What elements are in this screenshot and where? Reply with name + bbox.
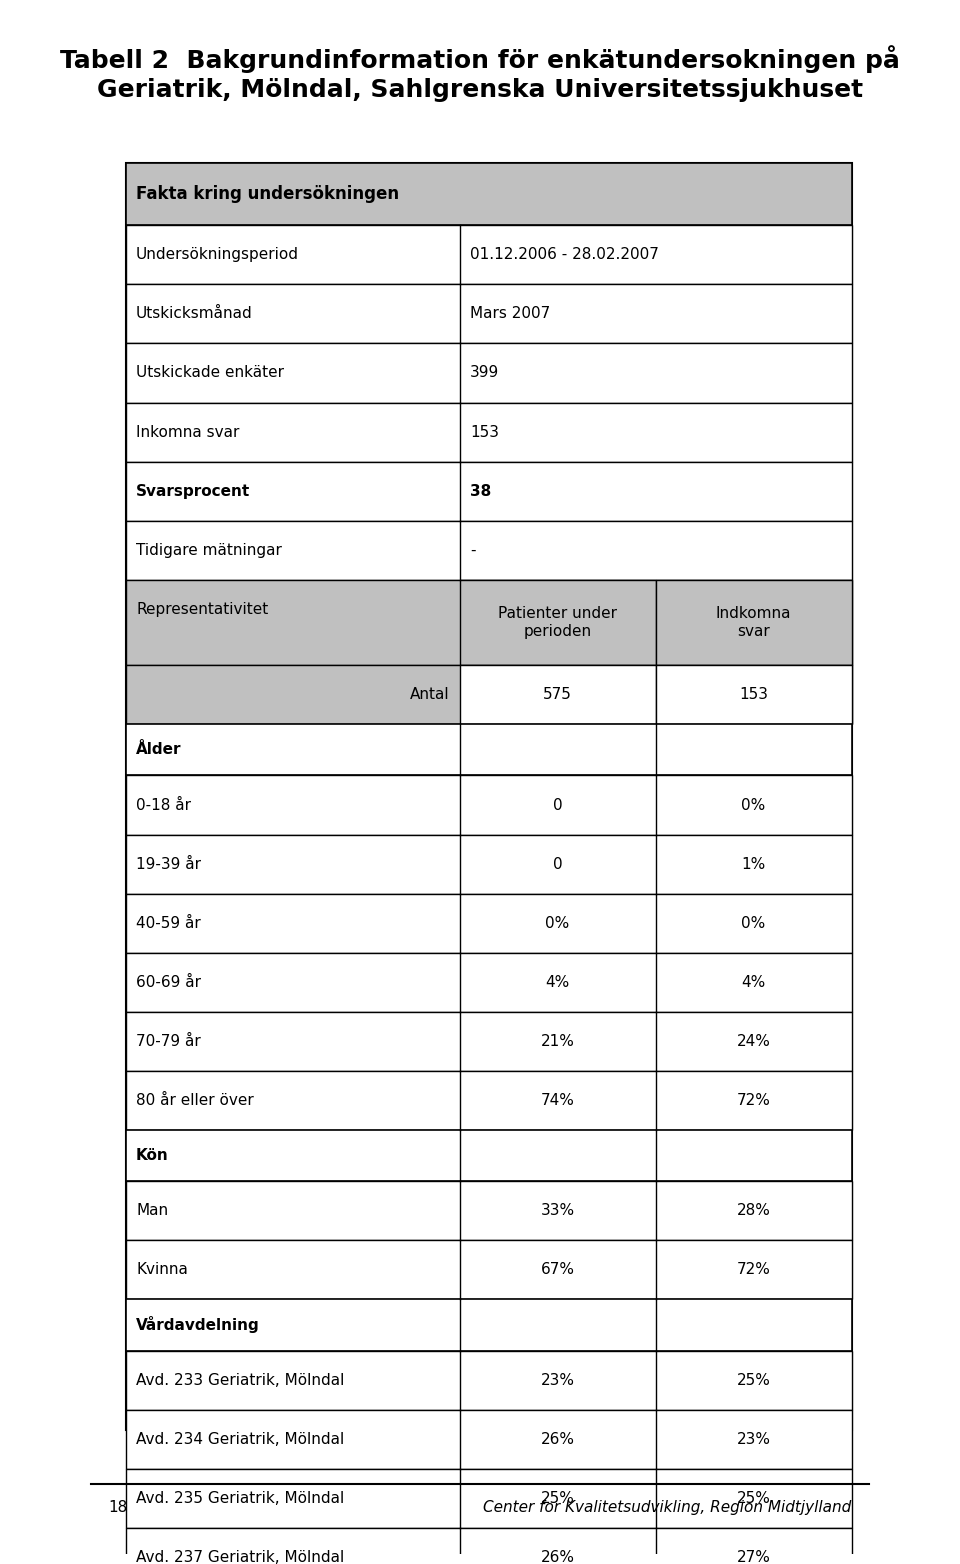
Text: Kvinna: Kvinna <box>136 1262 188 1278</box>
Bar <box>126 163 852 1429</box>
Text: Svarsprocent: Svarsprocent <box>136 483 251 499</box>
Text: Undersökningsperiod: Undersökningsperiod <box>136 247 300 263</box>
Text: Geriatrik, Mölndal, Sahlgrenska Universitetssjukhuset: Geriatrik, Mölndal, Sahlgrenska Universi… <box>97 78 863 102</box>
Bar <box>126 1129 852 1181</box>
Text: 23%: 23% <box>540 1373 575 1387</box>
Text: 21%: 21% <box>540 1034 574 1049</box>
Text: 0%: 0% <box>545 915 569 931</box>
Text: 40-59 år: 40-59 år <box>136 915 201 931</box>
Text: Avd. 237 Geriatrik, Mölndal: Avd. 237 Geriatrik, Mölndal <box>136 1550 345 1564</box>
Bar <box>126 952 852 1012</box>
Text: Representativitet: Representativitet <box>136 602 269 618</box>
Text: 33%: 33% <box>540 1203 575 1218</box>
Bar <box>126 1350 852 1409</box>
Bar <box>126 1528 852 1564</box>
Text: 0: 0 <box>553 798 563 813</box>
Text: Center for Kvalitetsudvikling, Region Midtjylland: Center for Kvalitetsudvikling, Region Mi… <box>483 1500 852 1516</box>
Text: 28%: 28% <box>736 1203 771 1218</box>
Text: 26%: 26% <box>540 1431 575 1447</box>
Text: 74%: 74% <box>540 1093 574 1107</box>
Text: Tabell 2  Bakgrundinformation för enkätundersokningen på: Tabell 2 Bakgrundinformation för enkätun… <box>60 45 900 74</box>
Bar <box>126 1012 852 1071</box>
Text: 25%: 25% <box>736 1490 771 1506</box>
Bar <box>126 724 852 776</box>
Bar <box>460 580 656 665</box>
Text: Fakta kring undersökningen: Fakta kring undersökningen <box>136 185 399 203</box>
Text: 153: 153 <box>739 687 768 702</box>
Text: Tidigare mätningar: Tidigare mätningar <box>136 543 282 558</box>
Text: Inkomna svar: Inkomna svar <box>136 424 239 439</box>
Bar <box>126 461 852 521</box>
Bar <box>126 580 852 665</box>
Bar <box>126 665 852 724</box>
Text: 72%: 72% <box>736 1093 771 1107</box>
Text: 72%: 72% <box>736 1262 771 1278</box>
Text: -: - <box>470 543 475 558</box>
Bar <box>656 580 852 665</box>
Bar <box>126 225 852 285</box>
Bar <box>460 665 656 724</box>
Bar <box>126 1300 852 1350</box>
Text: Antal: Antal <box>410 687 449 702</box>
Text: 23%: 23% <box>736 1431 771 1447</box>
Text: 60-69 år: 60-69 år <box>136 974 201 990</box>
Text: 1%: 1% <box>741 857 766 871</box>
Bar <box>126 1469 852 1528</box>
Text: 399: 399 <box>470 366 499 380</box>
Text: Patienter under
perioden: Patienter under perioden <box>498 607 617 638</box>
Bar <box>126 835 852 893</box>
Text: Utskicksmånad: Utskicksmånad <box>136 307 252 322</box>
Text: 38: 38 <box>470 483 492 499</box>
Text: 70-79 år: 70-79 år <box>136 1034 201 1049</box>
Text: 4%: 4% <box>545 974 569 990</box>
Text: Mars 2007: Mars 2007 <box>470 307 550 322</box>
Bar <box>126 163 852 225</box>
Text: 80 år eller över: 80 år eller över <box>136 1093 253 1107</box>
Bar <box>126 402 852 461</box>
Text: 24%: 24% <box>736 1034 771 1049</box>
Text: 18: 18 <box>108 1500 128 1516</box>
Bar <box>656 665 852 724</box>
Text: 26%: 26% <box>540 1550 575 1564</box>
Text: Avd. 235 Geriatrik, Mölndal: Avd. 235 Geriatrik, Mölndal <box>136 1490 345 1506</box>
Text: 27%: 27% <box>736 1550 771 1564</box>
Bar <box>126 521 852 580</box>
Text: 0-18 år: 0-18 år <box>136 798 191 813</box>
Text: 25%: 25% <box>736 1373 771 1387</box>
Text: Avd. 233 Geriatrik, Mölndal: Avd. 233 Geriatrik, Mölndal <box>136 1373 345 1387</box>
Text: 153: 153 <box>470 424 499 439</box>
Text: Ålder: Ålder <box>136 743 181 757</box>
Text: 575: 575 <box>543 687 572 702</box>
Text: Vårdavdelning: Vårdavdelning <box>136 1317 260 1334</box>
Text: Indkomna
svar: Indkomna svar <box>716 607 791 638</box>
Text: 0: 0 <box>553 857 563 871</box>
Bar <box>126 285 852 344</box>
Text: Avd. 234 Geriatrik, Mölndal: Avd. 234 Geriatrik, Mölndal <box>136 1431 345 1447</box>
Text: 01.12.2006 - 28.02.2007: 01.12.2006 - 28.02.2007 <box>470 247 659 263</box>
Text: Utskickade enkäter: Utskickade enkäter <box>136 366 284 380</box>
Text: Man: Man <box>136 1203 168 1218</box>
Text: 19-39 år: 19-39 år <box>136 857 201 871</box>
Bar <box>126 1071 852 1129</box>
Text: 0%: 0% <box>741 798 766 813</box>
Text: Kön: Kön <box>136 1148 169 1164</box>
Bar <box>126 776 852 835</box>
Bar <box>126 1240 852 1300</box>
Text: 4%: 4% <box>741 974 766 990</box>
Bar <box>126 893 852 952</box>
Bar <box>126 1181 852 1240</box>
Text: 67%: 67% <box>540 1262 575 1278</box>
Text: 25%: 25% <box>540 1490 574 1506</box>
Bar <box>126 1409 852 1469</box>
Text: 0%: 0% <box>741 915 766 931</box>
Bar <box>126 344 852 402</box>
